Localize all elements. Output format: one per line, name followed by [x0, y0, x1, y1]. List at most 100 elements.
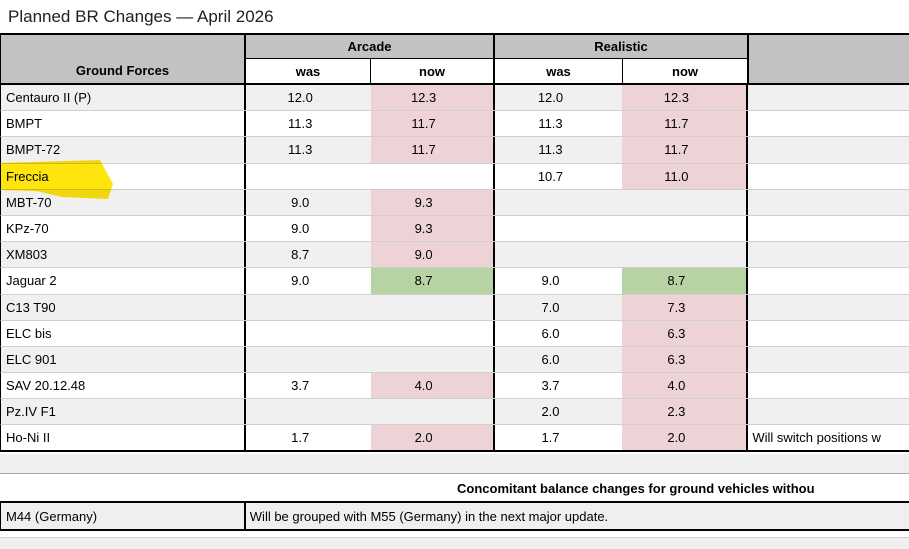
note-cell: [748, 111, 909, 136]
table-row: XM803 8.7 9.0: [0, 242, 909, 269]
table-row: MBT-70 9.0 9.3: [0, 189, 909, 216]
arcade-now-cell: [371, 294, 495, 320]
vehicle-name-cell: Jaguar 2: [1, 268, 246, 294]
table-row: Jaguar 2 9.0 8.7 9.0 8.7: [0, 268, 909, 295]
vehicle-name-cell: Centauro II (P): [1, 85, 246, 111]
realistic-now-cell: 11.7: [622, 137, 749, 163]
table-row-highlighted: Freccia 10.7 11.0: [0, 163, 909, 190]
note-cell: [748, 190, 909, 215]
group-header-arcade: Arcade: [246, 35, 495, 59]
table-row: BMPT 11.3 11.7 11.3 11.7: [0, 111, 909, 138]
arcade-was-cell: 9.0: [291, 194, 310, 210]
table-row: C13 T90 7.0 7.3: [0, 294, 909, 321]
arcade-now-cell: 9.3: [370, 189, 495, 215]
realistic-was-cell: 3.7: [541, 378, 560, 394]
group-header-realistic: Realistic: [495, 35, 749, 59]
note-cell: [748, 268, 909, 293]
arcade-now-cell: 8.7: [370, 268, 495, 294]
note-cell: Will be grouped with M55 (Germany) in th…: [249, 508, 609, 524]
arcade-now-cell: 9.0: [370, 242, 495, 268]
table-row: ELC bis 6.0 6.3: [0, 320, 909, 347]
realistic-was-cell: 6.0: [541, 325, 560, 341]
arcade-was-cell: 1.7: [291, 430, 310, 446]
page-title: Planned BR Changes — April 2026: [8, 7, 274, 26]
arcade-was-cell: 9.0: [291, 273, 310, 289]
realistic-was-cell: [495, 242, 623, 267]
arcade-now-cell: [371, 163, 495, 189]
vehicle-name-cell: BMPT: [1, 111, 246, 137]
table-row: KPz-70 9.0 9.3: [0, 215, 909, 243]
table-row: SAV 20.12.48 3.7 4.0 3.7 4.0: [0, 373, 909, 400]
table-body: Centauro II (P) 12.0 12.3 12.0 12.3 BMPT 11.3…: [0, 85, 909, 453]
note-cell: [748, 347, 909, 372]
note-cell: [748, 85, 909, 110]
arcade-now-cell: 4.0: [370, 373, 495, 399]
m44-note-row: M44 (Germany) Will be grouped with M55 (…: [0, 503, 909, 531]
vehicle-name-cell: ELC bis: [1, 320, 246, 346]
arcade-was-cell: [246, 399, 371, 424]
table-row: Ho-Ni II 1.7 2.0 1.7 2.0 Will switch position…: [0, 425, 909, 453]
arcade-now-cell: [371, 346, 495, 373]
realistic-was-cell: 9.0: [541, 273, 560, 289]
arcade-was-cell: [246, 347, 371, 372]
realistic-was-cell: 11.3: [538, 116, 563, 132]
arcade-now-cell: 12.3: [370, 85, 495, 111]
realistic-now-cell: 6.3: [622, 320, 749, 346]
arcade-was-cell: [246, 321, 371, 346]
realistic-was-cell: 1.7: [541, 430, 560, 446]
section-heading: Concomitant balance changes for ground v…: [457, 480, 815, 496]
realistic-now-cell: [622, 189, 749, 215]
vehicle-name-cell: C13 T90: [1, 294, 246, 320]
realistic-now-cell: 4.0: [622, 373, 749, 399]
realistic-now-cell: 11.0: [622, 163, 749, 189]
arcade-now-cell: 11.7: [370, 137, 495, 163]
table-row: Pz.IV F1 2.0 2.3: [0, 399, 909, 426]
realistic-now-cell: [622, 215, 749, 242]
realistic-was-cell: 12.0: [537, 90, 564, 106]
arcade-now-cell: 2.0: [370, 425, 495, 451]
realistic-now-cell: 2.0: [622, 425, 749, 451]
arcade-was-cell: 11.3: [288, 116, 313, 132]
realistic-was-cell: [495, 216, 623, 241]
note-cell: [748, 321, 909, 346]
realistic-was-cell: 2.0: [541, 404, 560, 420]
vehicle-name-cell: KPz-70: [1, 215, 246, 242]
vehicle-name-cell: ELC 901: [1, 346, 246, 373]
partial-next-row: [0, 537, 909, 549]
arcade-was-cell: 3.7: [291, 378, 310, 394]
table-header: Ground Forces Arcade Realistic was now w…: [0, 33, 909, 85]
column-header-ground-forces: Ground Forces: [1, 35, 246, 83]
arcade-now-cell: [371, 399, 495, 425]
realistic-now-cell: 2.3: [622, 399, 749, 425]
arcade-was-cell: [246, 295, 371, 320]
vehicle-name-cell: M44 (Germany): [1, 503, 246, 529]
realistic-now-cell: 7.3: [622, 294, 749, 320]
realistic-was-cell: [495, 190, 623, 215]
section-heading-row: Concomitant balance changes for ground v…: [0, 475, 909, 503]
arcade-now-cell: 11.7: [370, 111, 495, 137]
note-cell: [748, 295, 909, 320]
arcade-was-cell: 8.7: [291, 247, 310, 263]
arcade-was-cell: 9.0: [291, 221, 310, 237]
note-cell: [748, 216, 909, 241]
column-header-realistic-now: now: [623, 59, 749, 83]
vehicle-name-cell: Freccia: [1, 163, 246, 189]
realistic-now-cell: 12.3: [622, 85, 749, 111]
table-row: BMPT-72 11.3 11.7 11.3 11.7: [0, 137, 909, 164]
note-cell: [748, 137, 909, 162]
realistic-now-cell: 11.7: [622, 111, 749, 137]
note-cell: [748, 399, 909, 424]
group-header-notes: [749, 35, 909, 83]
realistic-was-cell: 6.0: [541, 351, 560, 367]
realistic-now-cell: 6.3: [622, 346, 749, 373]
column-header-arcade-was: was: [246, 59, 371, 83]
table-row: ELC 901 6.0 6.3: [0, 346, 909, 374]
vehicle-name-cell: Pz.IV F1: [1, 399, 246, 425]
spacer-row: [0, 454, 909, 474]
arcade-was-cell: [246, 164, 371, 189]
realistic-now-cell: [622, 242, 749, 268]
vehicle-name-cell: BMPT-72: [1, 137, 246, 163]
arcade-now-cell: 9.3: [370, 215, 495, 242]
vehicle-name-cell: Ho-Ni II: [1, 425, 246, 451]
realistic-now-cell: 8.7: [622, 268, 749, 294]
